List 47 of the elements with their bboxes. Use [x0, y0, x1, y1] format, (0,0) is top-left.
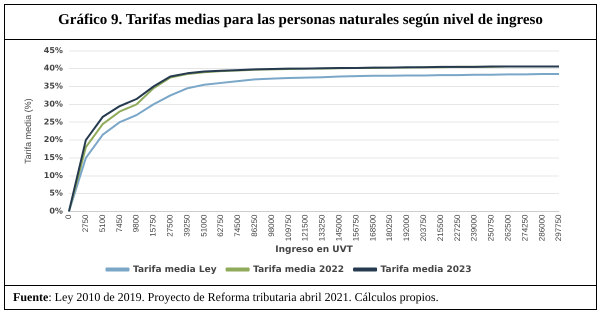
x-axis-title: Ingreso en UVT [275, 244, 354, 255]
x-tick-label: 2750 [81, 214, 90, 232]
x-tick-label: 274250 [520, 214, 530, 242]
x-tick-label: 180250 [385, 214, 394, 242]
y-tick-label: 25% [44, 117, 63, 126]
x-tick-label: 145000 [334, 214, 344, 242]
x-tick-label: 239000 [470, 214, 479, 242]
x-tick-label: 86250 [250, 214, 260, 237]
x-tick-label: 192000 [402, 214, 412, 242]
x-tick-label: 156750 [351, 214, 360, 242]
source-note: Fuente: Ley 2010 de 2019. Proyecto de Reforma tributaria abril 2021. Cálculos propios. [5, 285, 596, 309]
x-tick-label: 98000 [266, 214, 276, 237]
x-tick-label: 51000 [199, 214, 208, 237]
x-tick-label: 203750 [419, 214, 428, 242]
legend-label: Tarifa media 2022 [253, 264, 344, 275]
y-tick-label: 35% [44, 82, 63, 91]
x-tick-label: 121500 [300, 214, 310, 242]
x-tick-label: 215500 [436, 214, 445, 242]
y-tick-label: 40% [44, 64, 63, 73]
x-tick-label: 168500 [368, 214, 378, 242]
x-tick-label: 39250 [182, 214, 192, 237]
x-tick-label: 15750 [148, 214, 158, 237]
x-tick-label: 62750 [216, 214, 226, 237]
x-tick-label: 0 [64, 214, 74, 219]
x-tick-label: 109750 [284, 214, 293, 242]
y-tick-label: 0% [49, 206, 63, 216]
x-tick-label: 7450 [114, 214, 124, 232]
y-axis-title: Tarifa media (%) [22, 98, 33, 164]
x-tick-label: 5100 [98, 214, 107, 232]
x-tick-label: 286000 [537, 214, 546, 242]
x-tick-label: 250750 [486, 214, 496, 242]
x-tick-label: 297750 [554, 214, 564, 242]
x-tick-label: 262500 [504, 214, 513, 242]
y-tick-label: 5% [49, 188, 63, 198]
x-tick-label: 9800 [132, 214, 141, 232]
x-tick-label: 227250 [452, 214, 462, 242]
legend-label: Tarifa media 2023 [380, 264, 472, 275]
x-tick-label: 74500 [233, 214, 242, 237]
chart-title: Gráfico 9. Tarifas medias para las personas naturales según nivel de ingreso [5, 5, 596, 40]
x-tick-label: 133250 [318, 214, 327, 242]
legend-label: Tarifa media Ley [132, 264, 217, 275]
x-tick-label: 27500 [166, 214, 175, 237]
y-tick-label: 20% [44, 135, 63, 144]
y-tick-label: 45% [44, 46, 63, 55]
y-tick-label: 15% [44, 153, 63, 162]
y-tick-label: 10% [44, 170, 63, 180]
y-tick-label: 30% [44, 99, 63, 108]
